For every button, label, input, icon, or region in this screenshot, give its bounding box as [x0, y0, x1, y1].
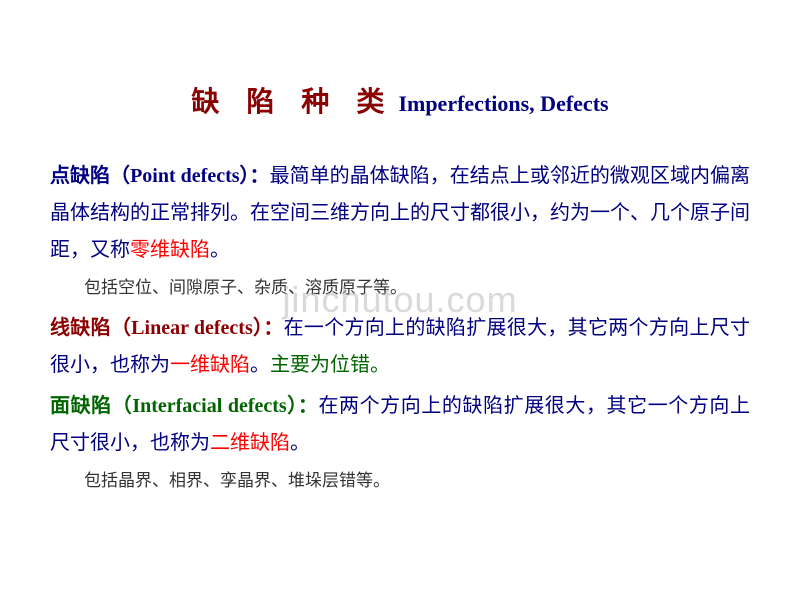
- slide-container: jinchutou.com 缺 陷 种 类 Imperfections, Def…: [0, 0, 800, 600]
- linear-heading-en: Linear defects: [131, 317, 253, 339]
- interfacial-heading-en: Interfacial defects: [132, 395, 286, 417]
- point-heading-cn: 点缺陷（: [50, 165, 130, 187]
- linear-tail: 主要为位错。: [270, 354, 390, 376]
- interfacial-heading-cn: 面缺陷（: [50, 395, 132, 417]
- title-cn: 缺 陷 种 类: [191, 87, 394, 118]
- linear-heading-cn: 线缺陷（: [50, 317, 131, 339]
- point-heading-en: Point defects: [130, 165, 239, 187]
- linear-defects-para: 线缺陷（Linear defects）：在一个方向上的缺陷扩展很大，其它两个方向…: [50, 310, 750, 384]
- point-sub-text: 包括空位、间隙原子、杂质、溶质原子等。: [84, 278, 407, 297]
- slide-title: 缺 陷 种 类 Imperfections, Defects: [50, 80, 750, 120]
- interfacial-defects-para: 面缺陷（Interfacial defects）：在两个方向上的缺陷扩展很大，其…: [50, 388, 750, 462]
- point-highlight: 零维缺陷: [130, 239, 210, 261]
- interfacial-sub-para: 包括晶界、相界、孪晶界、堆垛层错等。: [50, 466, 750, 497]
- point-period: 。: [210, 239, 230, 261]
- interfacial-period: 。: [290, 432, 310, 454]
- point-heading-tail: ）：: [240, 165, 270, 187]
- point-sub-para: 包括空位、间隙原子、杂质、溶质原子等。: [50, 273, 750, 304]
- interfacial-sub-text: 包括晶界、相界、孪晶界、堆垛层错等。: [84, 471, 390, 490]
- interfacial-highlight: 二维缺陷: [210, 432, 290, 454]
- linear-heading-tail: ）：: [253, 317, 284, 339]
- linear-period: 。: [250, 354, 270, 376]
- title-en: Imperfections, Defects: [398, 91, 608, 116]
- interfacial-heading-tail: ）：: [287, 395, 319, 417]
- point-defects-para: 点缺陷（Point defects）：最简单的晶体缺陷，在结点上或邻近的微观区域…: [50, 158, 750, 269]
- linear-highlight: 一维缺陷: [170, 354, 250, 376]
